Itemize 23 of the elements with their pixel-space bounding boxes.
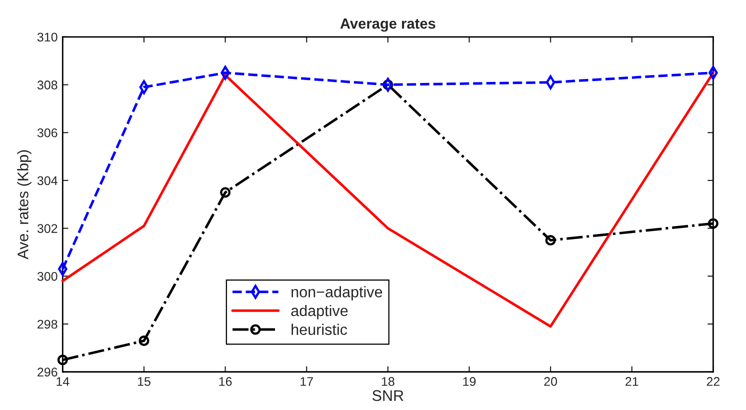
legend-label: non−adaptive [292, 286, 382, 300]
chart-title: Average rates [340, 18, 436, 32]
x-tick-label: 22 [706, 377, 720, 386]
x-tick-label: 14 [56, 377, 70, 386]
x-tick-label: 17 [300, 377, 313, 386]
y-tick-label: 296 [38, 368, 58, 377]
y-tick-label: 302 [37, 224, 58, 233]
y-tick-label: 304 [37, 176, 58, 186]
x-tick-label: 21 [626, 377, 638, 386]
y-axis-title: Ave. rates (Kbp) [17, 150, 32, 260]
y-tick-label: 306 [37, 128, 58, 138]
y-tick-label: 298 [38, 320, 58, 329]
x-tick-label: 15 [138, 377, 150, 386]
y-tick-label: 308 [37, 80, 58, 90]
x-tick-label: 18 [382, 377, 394, 386]
x-axis-title: SNR [372, 390, 404, 401]
y-tick-label: 310 [37, 32, 58, 42]
x-tick-label: 19 [463, 377, 476, 386]
x-tick-label: 16 [219, 377, 232, 386]
legend-label: heuristic [292, 324, 348, 335]
x-tick-label: 20 [544, 377, 558, 386]
legend-label: adaptive [291, 304, 348, 320]
y-tick-label: 300 [37, 272, 58, 281]
